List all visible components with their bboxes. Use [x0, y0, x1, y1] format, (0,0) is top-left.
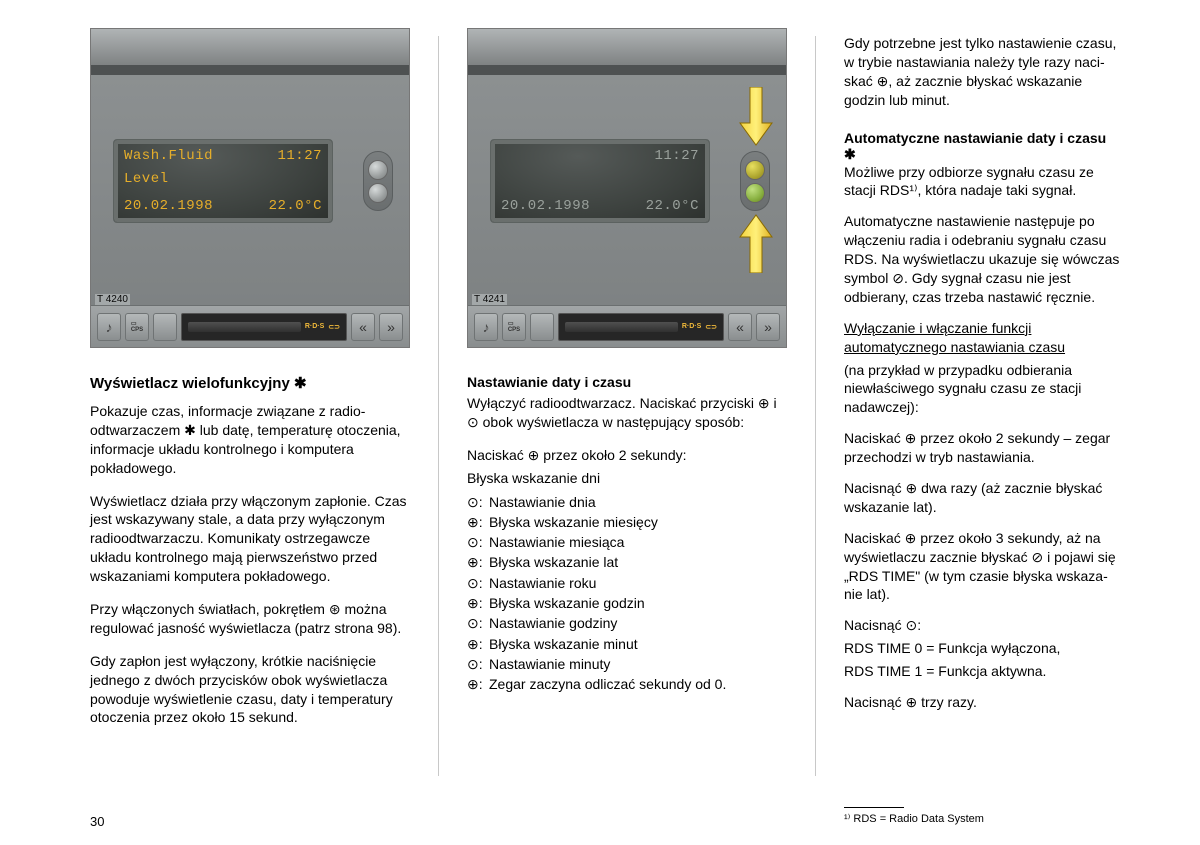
section-heading: Nastawianie daty i czasu — [467, 374, 787, 390]
display-time: 11:27 — [654, 148, 699, 164]
step-text: Nastawianie godziny — [489, 613, 617, 633]
body-text: Wyłączyć radioodtwarzacz. Naciskać przy­… — [467, 394, 787, 432]
body-text: Błyska wskazanie dni — [467, 469, 787, 488]
step-row: ⊙:Nastawianie godziny — [467, 613, 787, 633]
step-row: ⊕:Błyska wskazanie miesięcy — [467, 512, 787, 532]
step-row: ⊕:Zegar zaczyna odliczać sekundy od 0. — [467, 674, 787, 694]
step-symbol: ⊕: — [467, 674, 489, 694]
mfd-display-right: 11:27 20.02.1998 22.0°C — [490, 139, 710, 223]
body-text: Nacisnąć ⊕ dwa razy (aż zacznie błyskać … — [844, 479, 1120, 517]
step-text: Błyska wskazanie godzin — [489, 593, 645, 613]
step-symbol: ⊕: — [467, 512, 489, 532]
prev-button[interactable]: « — [728, 313, 752, 341]
body-text: Wyświetlacz działa przy włączonym zapło­… — [90, 492, 410, 586]
step-text: Nastawianie dnia — [489, 492, 596, 512]
button-down-icon[interactable] — [368, 183, 388, 203]
step-symbol: ⊙: — [467, 573, 489, 593]
option-text: RDS TIME 0 = Funkcja wyłączona, — [844, 639, 1120, 658]
step-text: Nastawianie roku — [489, 573, 596, 593]
body-text: Naciskać ⊕ przez około 3 sekundy, aż na … — [844, 529, 1120, 605]
column-1: Wash.Fluid 11:27 Level 20.02.1998 22.0°C… — [90, 28, 410, 825]
display-text: Level — [124, 171, 169, 187]
step-row: ⊙:Nastawianie minuty — [467, 654, 787, 674]
section-heading: Automatyczne nastawianie daty i czasu ✱ — [844, 130, 1120, 163]
body-text: (na przykład w przypadku odbierania niew… — [844, 361, 1120, 418]
body-text: Gdy zapłon jest wyłączony, krótkie naciś… — [90, 652, 410, 728]
display-text: Wash.Fluid — [124, 148, 213, 164]
step-text: Nastawianie miesiąca — [489, 532, 624, 552]
prev-button[interactable]: « — [351, 313, 375, 341]
body-text: Nacisnąć ⊙: — [844, 616, 1120, 635]
body-text: Gdy potrzebne jest tylko nastawienie cza… — [844, 34, 1120, 110]
next-button[interactable]: » — [756, 313, 780, 341]
figure-ref: T 4240 — [95, 294, 130, 305]
body-text: Możliwe przy odbiorze sygnału czasu ze s… — [844, 163, 1120, 201]
radio-controls: ♪ ▭CPS R·D·S ⊂⊃ « » — [468, 305, 786, 347]
step-symbol: ⊕: — [467, 593, 489, 613]
step-text: Błyska wskazanie miesięcy — [489, 512, 658, 532]
step-row: ⊕:Błyska wskazanie godzin — [467, 593, 787, 613]
step-text: Zegar zaczyna odliczać sekundy od 0. — [489, 674, 726, 694]
arrow-up-icon — [738, 213, 774, 273]
step-symbol: ⊙: — [467, 654, 489, 674]
display-temp: 22.0°C — [269, 198, 322, 214]
note-icon[interactable]: ♪ — [474, 313, 498, 341]
step-text: Nastawianie minuty — [489, 654, 610, 674]
button-down-icon[interactable] — [745, 183, 765, 203]
display-time: 11:27 — [277, 148, 322, 164]
steps-list: ⊙:Nastawianie dnia⊕:Błyska wskazanie mie… — [467, 492, 787, 695]
display-buttons — [740, 151, 770, 211]
column-divider — [438, 36, 439, 776]
note-icon[interactable]: ♪ — [97, 313, 121, 341]
step-symbol: ⊕: — [467, 634, 489, 654]
radio-button[interactable] — [530, 313, 554, 341]
column-3: Gdy potrzebne jest tylko nastawienie cza… — [844, 28, 1120, 825]
body-text: Pokazuje czas, informacje związane z rad… — [90, 402, 410, 478]
radio-controls: ♪ ▭CPS R·D·S ⊂⊃ « » — [91, 305, 409, 347]
step-symbol: ⊙: — [467, 492, 489, 512]
page-number: 30 — [90, 814, 104, 829]
step-text: Błyska wskazanie lat — [489, 552, 618, 572]
step-row: ⊙:Nastawianie dnia — [467, 492, 787, 512]
arrow-down-icon — [738, 87, 774, 147]
dashboard-illustration-left: Wash.Fluid 11:27 Level 20.02.1998 22.0°C… — [90, 28, 410, 348]
step-symbol: ⊙: — [467, 613, 489, 633]
step-text: Błyska wskazanie minut — [489, 634, 638, 654]
display-date: 20.02.1998 — [124, 198, 213, 214]
radio-button[interactable]: ▭CPS — [125, 313, 149, 341]
step-row: ⊙:Nastawianie roku — [467, 573, 787, 593]
cassette-slot: R·D·S ⊂⊃ — [181, 313, 347, 341]
step-row: ⊕:Błyska wskazanie lat — [467, 552, 787, 572]
button-up-icon[interactable] — [745, 160, 765, 180]
column-2: 11:27 20.02.1998 22.0°C T 4241 ♪ — [467, 28, 787, 825]
button-up-icon[interactable] — [368, 160, 388, 180]
step-row: ⊙:Nastawianie miesiąca — [467, 532, 787, 552]
step-symbol: ⊕: — [467, 552, 489, 572]
step-symbol: ⊙: — [467, 532, 489, 552]
footnote: ¹⁾ RDS = Radio Data System — [844, 797, 1120, 825]
option-text: RDS TIME 1 = Funkcja aktywna. — [844, 662, 1120, 681]
body-text: Nacisnąć ⊕ trzy razy. — [844, 693, 1120, 712]
section-heading: Wyświetlacz wielofunkcyjny ✱ — [90, 374, 410, 392]
column-divider — [815, 36, 816, 776]
display-temp: 22.0°C — [646, 198, 699, 214]
figure-ref: T 4241 — [472, 294, 507, 305]
body-text: Automatyczne nastawienie następuje po wł… — [844, 212, 1120, 306]
footnote-text: ¹⁾ RDS = Radio Data System — [844, 813, 984, 825]
body-text: Naciskać ⊕ przez około 2 sekundy – zegar… — [844, 429, 1120, 467]
step-row: ⊕:Błyska wskazanie minut — [467, 634, 787, 654]
body-text: Przy włączonych światłach, pokrętłem ⊛ m… — [90, 600, 410, 638]
radio-button[interactable] — [153, 313, 177, 341]
cassette-slot: R·D·S ⊂⊃ — [558, 313, 724, 341]
underlined-heading: Wyłączanie i włączanie funkcji automatyc… — [844, 319, 1120, 357]
display-date: 20.02.1998 — [501, 198, 590, 214]
page-layout: Wash.Fluid 11:27 Level 20.02.1998 22.0°C… — [90, 28, 1120, 825]
body-text: Naciskać ⊕ przez około 2 sekundy: — [467, 446, 787, 465]
radio-button[interactable]: ▭CPS — [502, 313, 526, 341]
next-button[interactable]: » — [379, 313, 403, 341]
mfd-display-left: Wash.Fluid 11:27 Level 20.02.1998 22.0°C — [113, 139, 333, 223]
dashboard-illustration-right: 11:27 20.02.1998 22.0°C T 4241 ♪ — [467, 28, 787, 348]
display-buttons — [363, 151, 393, 211]
